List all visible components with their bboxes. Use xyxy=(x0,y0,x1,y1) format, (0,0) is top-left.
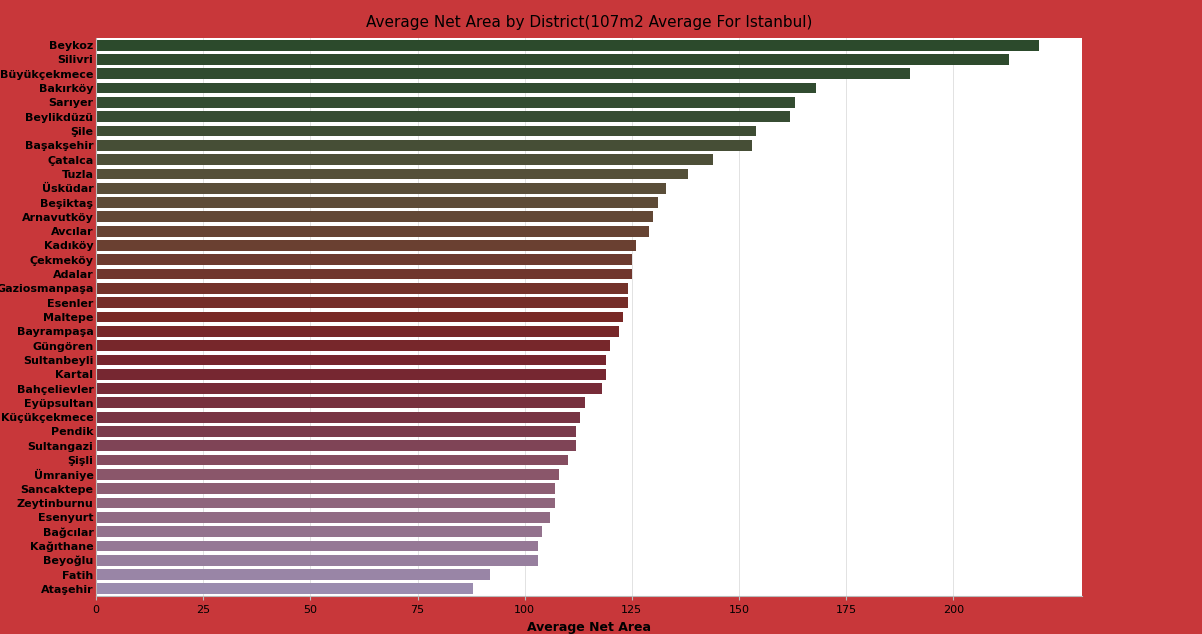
Bar xyxy=(96,583,474,594)
Bar xyxy=(96,140,751,151)
Bar xyxy=(96,411,581,422)
Bar xyxy=(96,340,611,351)
Bar xyxy=(96,369,606,380)
Bar xyxy=(96,398,584,408)
Bar xyxy=(96,526,542,537)
Bar xyxy=(96,426,576,437)
Bar xyxy=(96,326,619,337)
Bar xyxy=(96,169,688,179)
Bar xyxy=(96,441,576,451)
Bar xyxy=(96,183,666,193)
Bar xyxy=(96,469,559,480)
Bar xyxy=(96,269,632,280)
Bar xyxy=(96,83,816,93)
Bar xyxy=(96,354,606,365)
Bar xyxy=(96,54,1008,65)
Bar xyxy=(96,555,537,566)
Bar xyxy=(96,240,636,251)
Bar xyxy=(96,40,1039,51)
Bar xyxy=(96,254,632,265)
Bar xyxy=(96,297,627,308)
Bar xyxy=(96,112,791,122)
Bar xyxy=(96,126,756,136)
Title: Average Net Area by District(107m2 Average For Istanbul): Average Net Area by District(107m2 Avera… xyxy=(365,15,813,30)
Bar xyxy=(96,197,657,208)
Bar xyxy=(96,483,554,494)
Bar xyxy=(96,569,490,580)
Bar xyxy=(96,226,649,236)
Bar xyxy=(96,541,537,551)
Bar xyxy=(96,455,567,465)
Bar xyxy=(96,283,627,294)
Bar xyxy=(96,68,910,79)
Bar xyxy=(96,312,624,322)
Bar xyxy=(96,383,602,394)
Bar xyxy=(96,97,795,108)
X-axis label: Average Net Area: Average Net Area xyxy=(526,621,651,633)
Bar xyxy=(96,212,653,223)
Bar xyxy=(96,154,713,165)
Bar xyxy=(96,498,554,508)
Bar xyxy=(96,512,551,522)
